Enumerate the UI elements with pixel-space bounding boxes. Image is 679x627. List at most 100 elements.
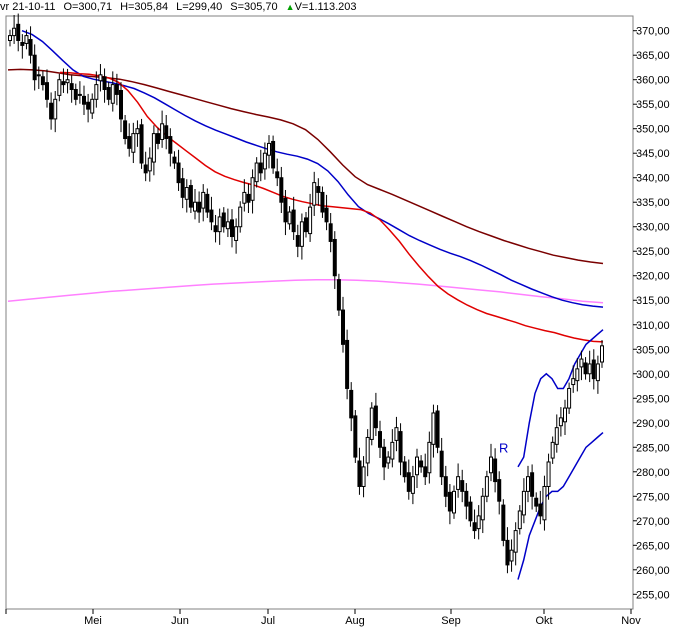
candle-body	[497, 479, 502, 502]
candle-body	[147, 157, 152, 172]
candle	[102, 68, 107, 103]
candle-body	[452, 490, 456, 514]
candle	[509, 539, 514, 572]
candle-body	[398, 431, 403, 463]
candle-body	[36, 74, 41, 77]
candle	[172, 151, 177, 169]
y-tick-label: 355,00	[636, 99, 670, 111]
candle	[312, 171, 317, 216]
candle-body	[143, 164, 148, 174]
candle	[16, 13, 21, 52]
x-tick-label: Nov	[621, 615, 641, 627]
candle	[287, 206, 292, 230]
candle-body	[406, 472, 411, 492]
candle-body	[135, 128, 140, 135]
candle-body	[275, 171, 280, 179]
candle-body	[254, 162, 259, 183]
candle-body	[90, 98, 95, 114]
candle	[571, 365, 576, 393]
candle-body	[493, 458, 498, 483]
y-tick-label: 330,00	[636, 222, 670, 234]
candle-body	[308, 206, 313, 235]
candle	[320, 186, 325, 218]
candle-body	[427, 441, 432, 474]
candle-body	[28, 39, 33, 56]
candle-body	[312, 182, 317, 206]
header-close: S=305,70	[230, 1, 278, 13]
candle	[20, 34, 25, 59]
y-tick-label: 260,00	[636, 565, 670, 577]
candle-body	[217, 216, 222, 233]
candle-body	[369, 407, 374, 440]
candle-body	[550, 441, 555, 459]
candle	[489, 443, 493, 482]
y-tick-label: 310,00	[636, 320, 670, 332]
candle	[378, 420, 382, 459]
candle	[563, 399, 567, 436]
candle-body	[378, 431, 382, 448]
candle-body	[600, 345, 604, 363]
y-tick-label: 315,00	[636, 295, 670, 307]
plot-frame	[5, 15, 634, 610]
x-tick-label: Mei	[84, 615, 102, 627]
candle-body	[558, 417, 563, 427]
candle	[452, 485, 456, 519]
candle	[275, 158, 280, 187]
candle-body	[205, 193, 210, 213]
candle-body	[176, 162, 181, 184]
candle-body	[460, 480, 465, 492]
candle-body	[102, 76, 107, 91]
candle-body	[505, 539, 510, 566]
candle	[147, 147, 152, 182]
candle-body	[287, 211, 292, 225]
candle	[279, 166, 284, 214]
candlesticks	[8, 13, 604, 574]
candle	[464, 483, 469, 520]
up-triangle-icon: ▲	[285, 2, 295, 12]
candle	[250, 169, 255, 214]
candle	[94, 71, 99, 108]
candle-body	[123, 120, 128, 140]
candle	[168, 128, 173, 167]
candle-body	[164, 125, 169, 140]
y-tick-label: 320,00	[636, 271, 670, 283]
candle-body	[40, 76, 45, 86]
candle	[349, 382, 354, 432]
candle-body	[94, 84, 99, 100]
candle	[591, 349, 596, 390]
candle	[164, 114, 169, 150]
candle-body	[563, 407, 567, 423]
candle	[131, 122, 136, 164]
candle	[583, 357, 588, 380]
candle	[254, 157, 259, 188]
candle-body	[554, 427, 559, 445]
y-tick-label: 325,00	[636, 246, 670, 258]
candle	[90, 93, 95, 119]
candle-body	[341, 309, 345, 345]
candle-body	[131, 133, 136, 153]
candle-body	[230, 219, 234, 238]
candle-body	[390, 441, 395, 460]
candle	[61, 68, 66, 93]
candle-body	[201, 191, 206, 209]
candle-body	[521, 490, 526, 516]
x-tick-label: Okt	[535, 615, 552, 627]
candle-body	[546, 461, 551, 487]
candle	[443, 465, 448, 508]
candle	[472, 509, 477, 539]
candle	[595, 355, 600, 394]
candle-body	[238, 206, 243, 228]
candle-body	[456, 476, 461, 490]
candle-body	[258, 162, 263, 174]
candle	[554, 414, 559, 453]
candle	[587, 350, 592, 383]
candle-body	[299, 221, 304, 247]
header-high: H=305,84	[120, 1, 169, 13]
candle	[600, 339, 604, 368]
y-tick-label: 305,00	[636, 344, 670, 356]
x-tick-label: Sep	[441, 615, 461, 627]
candle-body	[320, 191, 325, 213]
candle	[316, 178, 321, 206]
candle	[49, 92, 54, 130]
